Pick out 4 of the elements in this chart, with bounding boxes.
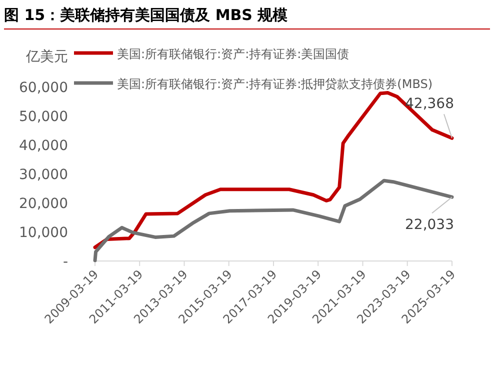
ylabel: 亿美元 (26, 49, 68, 65)
title: 图 15：美联储持有美国国债及 MBS 规模 (4, 6, 288, 24)
annotation: 22,033 (405, 217, 454, 234)
annotation: 42,368 (405, 96, 454, 112)
